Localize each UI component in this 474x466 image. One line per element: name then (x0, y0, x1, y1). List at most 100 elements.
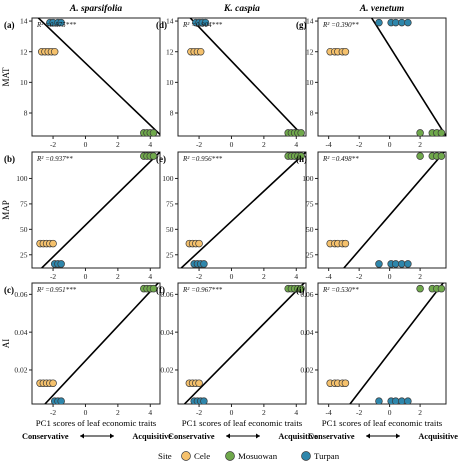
y-tick-label: 25 (306, 250, 314, 259)
y-tick-label: 12 (20, 47, 28, 56)
panel-frame (317, 17, 447, 137)
point-mosuowan (297, 152, 305, 160)
row-ylabel: AI (1, 339, 11, 349)
row-ylabel: MAT (1, 67, 11, 87)
point-cele (49, 379, 57, 387)
panel-e: -2 0 2 4 25 50 75 100 (e) R² =0.956*** (156, 151, 307, 281)
row-ylabel: MAP (1, 200, 11, 220)
y-tick-label: 8 (170, 109, 174, 118)
regression-line (189, 18, 305, 136)
point-mosuowan (437, 129, 446, 136)
x-tick-label: 2 (262, 408, 266, 417)
y-tick-label: 0.04 (14, 328, 27, 337)
column-title: A. venetum (359, 4, 404, 14)
arrow-head-left-icon (366, 433, 370, 439)
panel-letter: (a) (4, 20, 15, 30)
panel-letter: (i) (296, 285, 305, 295)
x-tick-label: 0 (230, 408, 234, 417)
panel-letter: (g) (296, 20, 307, 30)
point-cele (341, 379, 350, 387)
panel-letter: (e) (156, 154, 166, 164)
panel-d: -2 0 2 4 8 10 12 14(d) R² =0.904*** (156, 17, 307, 149)
x-tick-label: 2 (418, 140, 422, 149)
x-tick-label: 0 (230, 140, 234, 149)
x-tick-label: -2 (196, 272, 202, 281)
y-tick-label: 0.06 (160, 290, 173, 299)
y-tick-label: 100 (302, 174, 314, 183)
y-tick-label: 0.04 (300, 328, 313, 337)
x-axis-label: PC1 scores of leaf economic traits (322, 418, 443, 428)
x-tick-label: 2 (116, 408, 120, 417)
x-tick-label: -2 (196, 140, 202, 149)
y-tick-label: 0.06 (300, 290, 313, 299)
r2-annotation: R² =0.530** (322, 286, 359, 294)
point-mosuowan (297, 129, 305, 136)
point-cele (196, 47, 205, 56)
point-turpan (404, 18, 412, 27)
x-tick-label: 0 (230, 272, 234, 281)
panel-letter: (b) (4, 154, 15, 164)
point-mosuowan (149, 152, 158, 160)
x-tick-label: 2 (262, 140, 266, 149)
acquisitive-label: Acquisitive (278, 432, 318, 441)
point-cele (50, 47, 59, 56)
point-mosuowan (149, 284, 158, 293)
x-tick-label: 0 (84, 408, 88, 417)
y-tick-label: 75 (306, 199, 314, 208)
point-cele (195, 379, 203, 387)
point-cele (195, 239, 203, 248)
panel-letter: (h) (296, 154, 307, 164)
y-tick-label: 0.04 (160, 328, 173, 337)
x-axis-label: PC1 scores of leaf economic traits (36, 418, 157, 428)
legend-marker-cele (181, 451, 191, 461)
point-turpan (57, 260, 65, 268)
y-tick-label: 12 (166, 47, 174, 56)
regression-line (41, 152, 160, 268)
panel-letter: (c) (4, 285, 14, 295)
x-tick-label: -2 (50, 272, 56, 281)
r2-annotation: R² =0.498** (322, 155, 359, 163)
r2-annotation: R² =0.937** (36, 155, 73, 163)
point-mosuowan (416, 152, 424, 160)
y-tick-label: 0.02 (160, 366, 173, 375)
y-tick-label: 10 (166, 78, 174, 87)
panel-g: -4 -2 0 2 8 10 12 14(g) R² =0.390** (296, 17, 447, 149)
y-tick-label: 8 (24, 109, 28, 118)
regression-line (37, 18, 160, 136)
panel-a: -2 0 2 4 8 10 12 14 (a) R² =0.875*** (4, 17, 161, 149)
x-tick-label: 2 (116, 272, 120, 281)
panel-f: -2 0 2 4 0.02 0.04 0.06(f) R² =0.967*** (156, 282, 307, 417)
x-tick-label: -2 (356, 140, 362, 149)
point-cele (341, 239, 350, 248)
point-mosuowan (149, 129, 158, 136)
x-tick-label: 4 (294, 272, 298, 281)
x-tick-label: 0 (388, 140, 392, 149)
y-tick-label: 8 (310, 109, 314, 118)
y-tick-label: 100 (162, 174, 174, 183)
legend-label-cele: Cele (194, 451, 210, 461)
x-tick-label: -2 (356, 272, 362, 281)
arrow-head-left-icon (80, 433, 84, 439)
panel-letter: (f) (156, 285, 165, 295)
x-tick-label: -4 (326, 272, 332, 281)
x-tick-label: -4 (326, 408, 332, 417)
y-tick-label: 50 (306, 225, 314, 234)
y-tick-label: 50 (20, 225, 28, 234)
r2-annotation: R² =0.956*** (182, 155, 223, 163)
point-turpan (375, 260, 383, 268)
point-mosuowan (437, 152, 446, 160)
x-tick-label: 2 (418, 272, 422, 281)
column-title: K. caspia (223, 4, 260, 14)
regression-line (349, 283, 445, 404)
x-tick-label: 0 (84, 272, 88, 281)
acquisitive-label: Acquisitive (132, 432, 172, 441)
panel-h: -4 -2 0 2 25 50 75 100 (h) R² =0.498** (296, 151, 447, 281)
y-tick-label: 50 (166, 225, 174, 234)
legend: Site Cele Mosuowan Turpan (158, 451, 340, 461)
x-tick-label: -2 (356, 408, 362, 417)
regression-line (370, 18, 446, 136)
point-cele (49, 239, 57, 248)
arrow-head-right-icon (396, 433, 400, 439)
